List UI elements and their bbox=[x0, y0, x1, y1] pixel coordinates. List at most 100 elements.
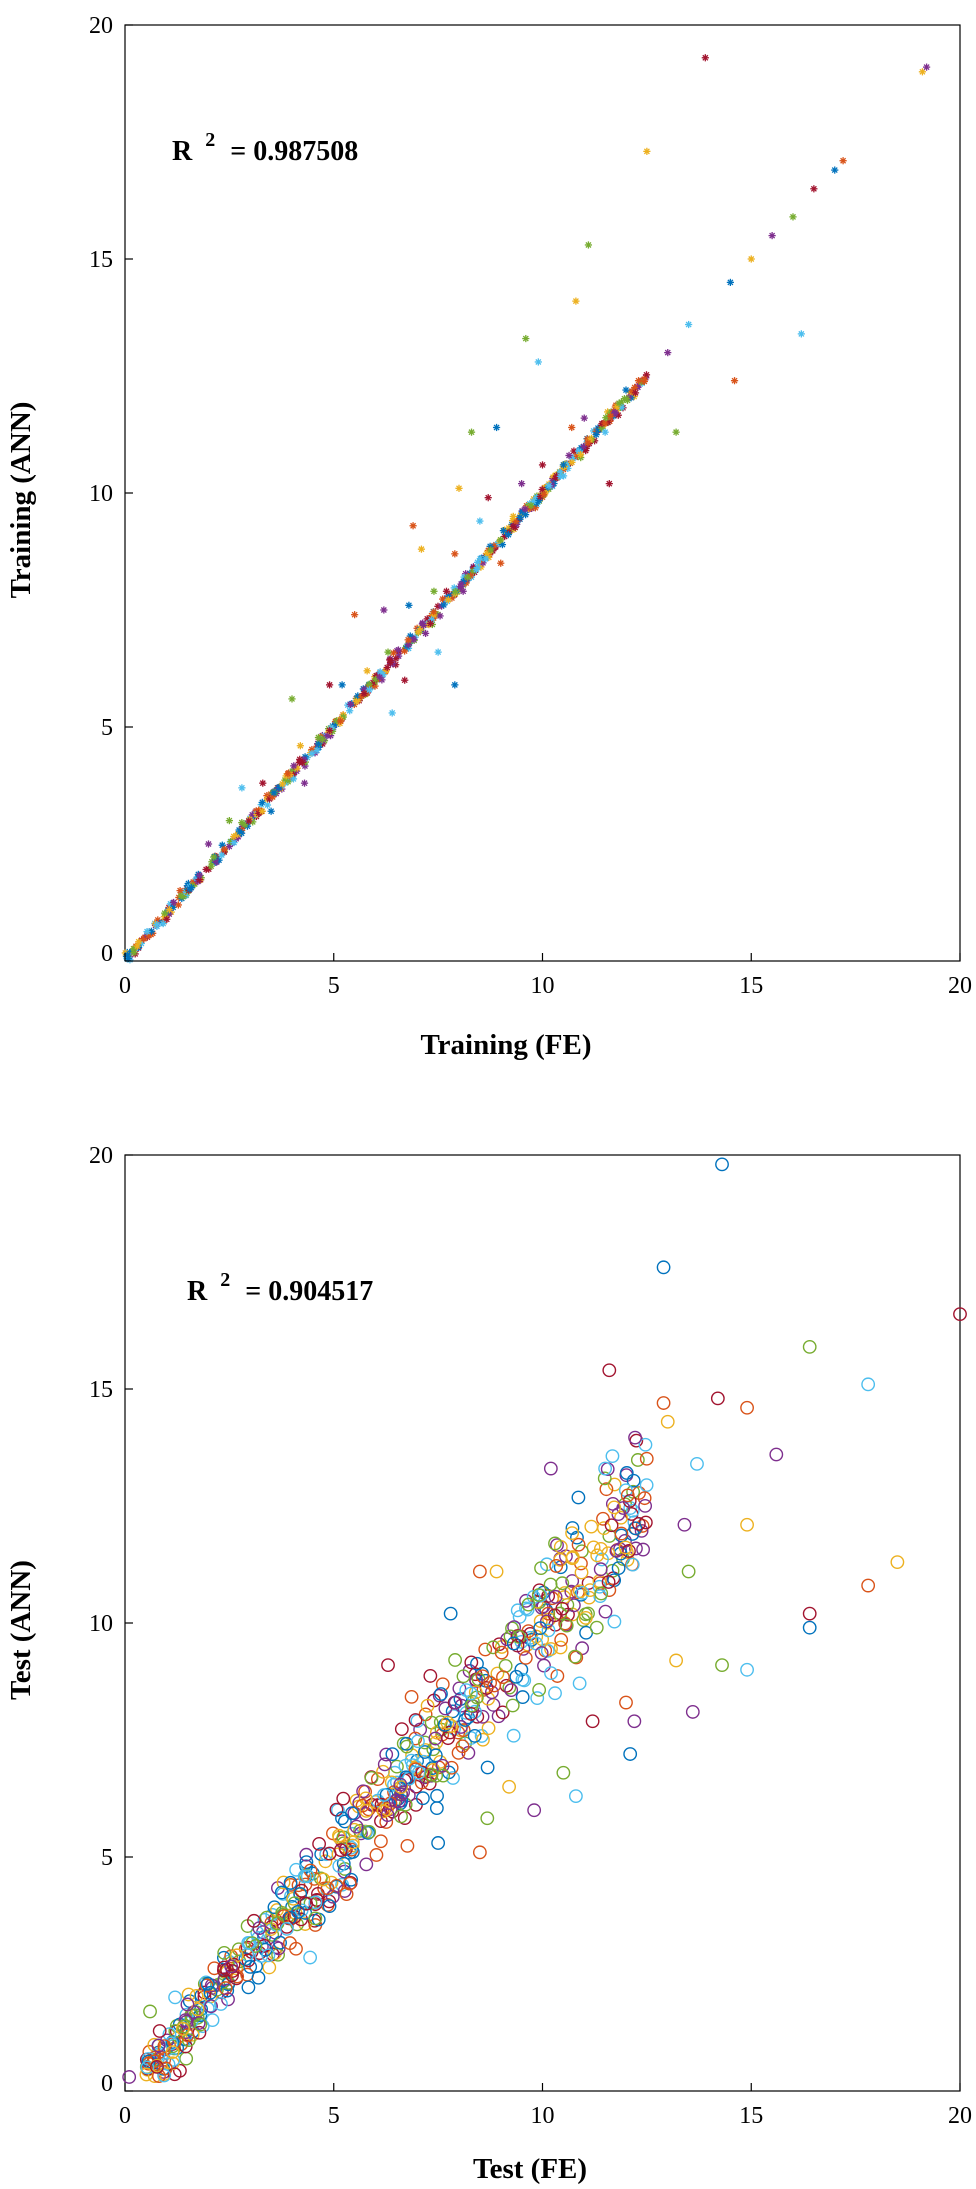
data-point bbox=[295, 758, 303, 766]
data-point bbox=[290, 762, 298, 770]
data-point bbox=[918, 68, 927, 76]
x-tick-label: 5 bbox=[328, 2103, 340, 2129]
x-tick-label: 5 bbox=[328, 973, 340, 999]
data-point bbox=[398, 1758, 413, 1773]
data-point bbox=[373, 1834, 388, 1849]
data-point bbox=[593, 1542, 608, 1556]
data-point bbox=[224, 1959, 239, 1974]
data-point bbox=[230, 839, 238, 847]
data-point bbox=[303, 1950, 318, 1965]
data-point bbox=[151, 2038, 166, 2053]
data-point bbox=[411, 1734, 425, 1749]
data-point bbox=[300, 1869, 315, 1884]
data-point bbox=[283, 1875, 298, 1890]
data-point bbox=[598, 1604, 613, 1619]
data-point bbox=[333, 1843, 348, 1857]
data-point bbox=[429, 1801, 444, 1816]
data-point bbox=[399, 1736, 414, 1751]
data-point bbox=[569, 1789, 583, 1804]
data-point bbox=[517, 1673, 532, 1688]
data-point bbox=[352, 697, 361, 705]
data-point bbox=[365, 686, 373, 694]
data-point bbox=[426, 619, 435, 628]
data-point bbox=[400, 1839, 415, 1853]
data-point bbox=[491, 1709, 506, 1724]
data-point bbox=[701, 54, 709, 62]
data-point bbox=[199, 1978, 214, 1993]
data-point bbox=[205, 2013, 220, 2028]
data-point bbox=[584, 439, 592, 447]
data-point bbox=[180, 1997, 195, 2012]
data-point bbox=[472, 1845, 487, 1860]
data-point bbox=[176, 887, 184, 895]
data-point bbox=[383, 663, 391, 672]
y-tick-label: 20 bbox=[89, 1143, 113, 1169]
data-point bbox=[414, 628, 422, 636]
data-point bbox=[548, 1536, 562, 1551]
data-point bbox=[515, 1690, 530, 1704]
data-point bbox=[516, 513, 524, 521]
data-point bbox=[443, 1725, 457, 1740]
data-point bbox=[337, 1814, 352, 1829]
data-point bbox=[436, 1768, 451, 1783]
data-point bbox=[448, 1653, 463, 1667]
data-point bbox=[565, 1526, 580, 1541]
data-point bbox=[498, 1659, 513, 1673]
data-point bbox=[370, 1772, 385, 1786]
data-point bbox=[245, 817, 253, 825]
data-point bbox=[399, 1739, 414, 1754]
data-point bbox=[152, 2069, 166, 2083]
data-point bbox=[385, 1747, 400, 1762]
data-point bbox=[325, 681, 334, 689]
data-point bbox=[614, 1526, 629, 1541]
data-point bbox=[577, 450, 585, 459]
data-point bbox=[740, 1662, 754, 1677]
data-point bbox=[496, 1670, 510, 1684]
data-point bbox=[484, 494, 492, 502]
data-point bbox=[463, 1686, 478, 1701]
data-point bbox=[625, 1557, 640, 1572]
training-scatter-chart: 0 5 10 15 20 0 5 10 15 20 R 2 = 0.987508 Trainin… bbox=[5, 13, 972, 1061]
data-point bbox=[431, 1836, 446, 1850]
data-point bbox=[609, 1544, 624, 1558]
data-point bbox=[503, 1629, 518, 1644]
data-point bbox=[404, 1690, 419, 1704]
y-tick-label: 15 bbox=[89, 1377, 113, 1403]
data-point bbox=[221, 1992, 235, 2007]
data-point bbox=[797, 330, 805, 338]
data-point bbox=[578, 1611, 593, 1625]
data-point bbox=[549, 1559, 564, 1573]
data-point bbox=[489, 1564, 504, 1579]
data-point bbox=[497, 559, 505, 567]
data-point bbox=[506, 1636, 521, 1651]
data-point bbox=[622, 386, 630, 394]
data-point bbox=[639, 1451, 654, 1466]
data-point bbox=[178, 2013, 193, 2028]
data-point bbox=[472, 566, 480, 574]
data-point bbox=[615, 399, 623, 407]
data-point bbox=[140, 2060, 155, 2075]
data-point bbox=[611, 1507, 626, 1521]
data-point bbox=[459, 1683, 474, 1698]
data-point bbox=[499, 527, 508, 535]
data-point bbox=[533, 1621, 548, 1636]
data-point bbox=[685, 1705, 700, 1719]
data-point bbox=[451, 681, 459, 689]
data-point bbox=[314, 1847, 329, 1862]
data-point bbox=[557, 1586, 572, 1600]
data-point bbox=[533, 1614, 548, 1629]
data-point bbox=[345, 1835, 360, 1850]
data-point bbox=[589, 1620, 604, 1635]
data-point bbox=[601, 1575, 616, 1589]
data-point bbox=[408, 1713, 423, 1727]
data-point bbox=[376, 1764, 390, 1779]
data-point bbox=[593, 1562, 608, 1577]
data-point bbox=[467, 428, 476, 436]
data-point bbox=[565, 1574, 580, 1588]
data-point bbox=[362, 1825, 377, 1839]
data-point bbox=[152, 2024, 167, 2038]
data-point bbox=[531, 1588, 546, 1602]
data-point bbox=[434, 648, 442, 656]
data-point bbox=[618, 1540, 633, 1555]
data-point bbox=[187, 884, 196, 892]
